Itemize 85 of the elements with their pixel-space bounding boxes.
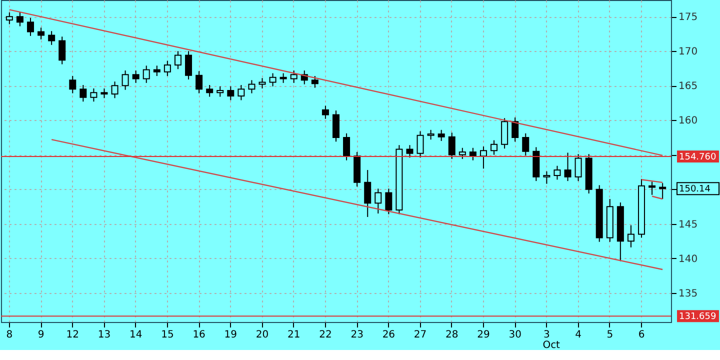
candlestick <box>248 80 256 94</box>
candlestick <box>512 116 519 142</box>
candlestick <box>627 224 634 248</box>
candlestick <box>69 76 76 94</box>
candlestick <box>385 188 392 215</box>
candlestick <box>290 70 298 84</box>
candlestick <box>343 132 350 161</box>
candlestick <box>554 165 561 180</box>
x-tick-label: 26 <box>382 330 396 340</box>
candlestick <box>258 78 266 89</box>
y-tick-label: 160 <box>678 116 698 127</box>
x-tick-label: 13 <box>98 330 111 340</box>
candlestick <box>522 132 530 156</box>
x-tick-label: 12 <box>66 330 79 340</box>
candlestick <box>427 129 434 140</box>
candlestick <box>332 110 340 142</box>
candlestick <box>480 146 487 170</box>
candlestick <box>448 132 456 160</box>
candlestick <box>26 17 34 36</box>
y-tick-label: 170 <box>678 46 698 58</box>
ref-line-label: 131.659 <box>679 312 716 322</box>
candlestick <box>100 88 108 99</box>
candlestick <box>111 81 118 99</box>
candlestick <box>58 36 66 65</box>
x-tick-label: 21 <box>287 330 300 340</box>
candlestick <box>374 188 382 214</box>
x-tick-label: 8 <box>6 330 13 340</box>
candlestick <box>269 72 276 87</box>
candlestick <box>122 70 129 90</box>
ref-line-label: 154.760 <box>679 152 716 162</box>
candlestick <box>648 181 656 196</box>
x-tick-label: 20 <box>256 330 269 340</box>
y-tick-label: 135 <box>678 288 698 300</box>
candlestick <box>490 140 498 156</box>
y-tick-label: 140 <box>678 254 698 265</box>
candlestick <box>469 147 476 161</box>
text: Oct <box>542 340 560 351</box>
x-tick-label: 16 <box>192 330 206 340</box>
candlestick <box>501 118 508 150</box>
x-tick-label: 5 <box>606 330 614 340</box>
candlestick <box>438 129 445 142</box>
candlestick <box>80 84 87 102</box>
candlestick <box>174 50 182 70</box>
candlestick <box>574 154 582 182</box>
x-tick-label: 3 <box>544 330 550 340</box>
candlestick <box>416 130 424 158</box>
candlestick <box>185 50 192 80</box>
candlestick <box>216 86 224 98</box>
candlestick <box>311 76 318 88</box>
x-tick-label: 15 <box>161 330 174 340</box>
candlestick <box>90 88 98 102</box>
y-tick-label: 175 <box>678 12 698 24</box>
candlestick <box>196 70 203 94</box>
candlestick <box>48 30 56 46</box>
candlestick <box>564 152 572 182</box>
text: 150.14 <box>679 184 711 195</box>
x-tick-label: 9 <box>38 330 44 340</box>
candlestick <box>543 170 550 184</box>
y-tick-label: 145 <box>678 219 698 230</box>
y-tick-label: 165 <box>678 81 698 92</box>
candlestick <box>16 12 24 27</box>
candlestick <box>6 12 13 25</box>
candlestick <box>142 65 150 84</box>
x-tick-label: 28 <box>446 330 458 340</box>
x-tick-label: 19 <box>224 330 238 340</box>
x-tick-label: 4 <box>575 330 582 340</box>
candlestick <box>322 105 329 120</box>
candlestick <box>38 27 45 40</box>
x-tick-label: 27 <box>414 330 427 340</box>
candlestick <box>164 60 171 77</box>
candlestick <box>227 86 234 101</box>
x-tick-label: 6 <box>638 330 645 340</box>
x-tick-label: 30 <box>508 330 522 340</box>
x-tick-label: 14 <box>129 330 142 340</box>
candlestick <box>364 169 372 218</box>
candlestick <box>206 84 214 98</box>
x-tick-label: 23 <box>350 330 364 340</box>
candlestick <box>153 65 160 77</box>
candlestick <box>238 84 245 101</box>
candlestick <box>280 72 287 84</box>
x-tick-label: 29 <box>477 330 490 340</box>
candlestick <box>458 147 466 160</box>
candlestick <box>132 70 140 84</box>
candlestick <box>406 144 414 158</box>
x-tick-label: 22 <box>319 330 332 340</box>
